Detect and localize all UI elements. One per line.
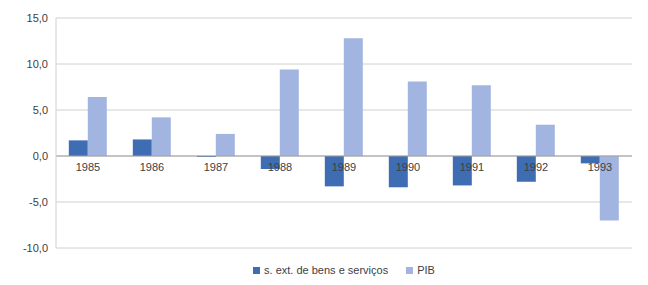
html-text:PIB: PIB <box>417 264 435 276</box>
svg-text:-5,0: -5,0 <box>29 196 48 208</box>
svg-text:-10,0: -10,0 <box>23 242 48 254</box>
svg-text:1990: 1990 <box>396 161 420 173</box>
svg-text:1988: 1988 <box>268 161 292 173</box>
svg-text:10,0: 10,0 <box>27 58 48 70</box>
svg-text:0,0: 0,0 <box>33 150 48 162</box>
svg-text:1991: 1991 <box>460 161 484 173</box>
svg-text:1992: 1992 <box>524 161 548 173</box>
svg-text:5,0: 5,0 <box>33 104 48 116</box>
svg-text:1985: 1985 <box>76 161 100 173</box>
svg-text:1986: 1986 <box>140 161 164 173</box>
svg-text:1989: 1989 <box>332 161 356 173</box>
svg-text:15,0: 15,0 <box>27 12 48 24</box>
html-text:s. ext. de bens e serviços: s. ext. de bens e serviços <box>264 264 389 276</box>
svg-text:1987: 1987 <box>204 161 228 173</box>
svg-text:1993: 1993 <box>588 161 612 173</box>
